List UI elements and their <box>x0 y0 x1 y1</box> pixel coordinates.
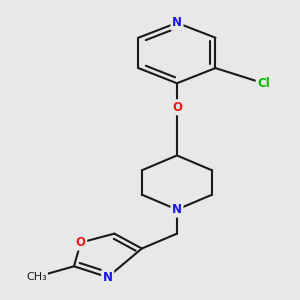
Text: N: N <box>103 271 113 284</box>
Text: CH₃: CH₃ <box>26 272 47 282</box>
Text: O: O <box>172 101 182 114</box>
Text: N: N <box>172 16 182 29</box>
Text: Cl: Cl <box>257 77 270 90</box>
Text: O: O <box>76 236 86 249</box>
Text: N: N <box>172 203 182 216</box>
